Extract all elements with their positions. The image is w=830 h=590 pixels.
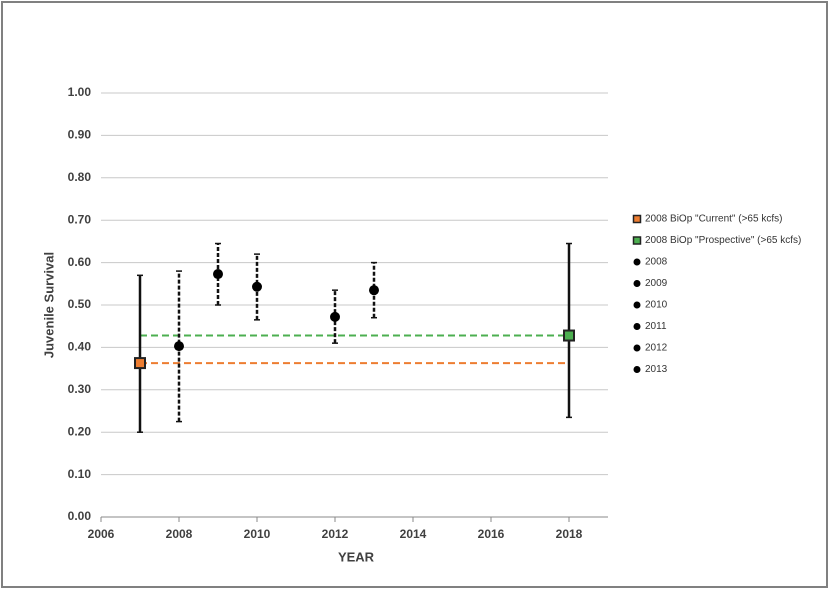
marker bbox=[369, 285, 379, 296]
y-axis-title: Juvenile Survival bbox=[41, 252, 56, 358]
y-tick-label: 0.20 bbox=[68, 424, 92, 438]
y-tick-label: 0.30 bbox=[68, 382, 92, 396]
legend-label: 2009 bbox=[645, 278, 668, 289]
y-tick-label: 0.60 bbox=[68, 255, 92, 269]
y-tick-label: 1.00 bbox=[68, 85, 92, 99]
y-tick-label: 0.80 bbox=[68, 170, 92, 184]
legend-label: 2008 BiOp "Current" (>65 kcfs) bbox=[645, 214, 782, 225]
x-tick-label: 2018 bbox=[556, 527, 583, 541]
legend-swatch bbox=[633, 280, 641, 287]
x-tick-label: 2010 bbox=[244, 527, 271, 541]
x-tick-label: 2012 bbox=[322, 527, 349, 541]
legend-swatch bbox=[633, 323, 641, 330]
legend-swatch bbox=[633, 301, 641, 309]
legend-label: 2011 bbox=[645, 321, 667, 332]
legend-swatch bbox=[632, 236, 642, 245]
legend-label: 2008 bbox=[645, 257, 668, 268]
marker bbox=[134, 357, 146, 370]
marker bbox=[252, 281, 262, 292]
x-tick-label: 2008 bbox=[166, 527, 193, 541]
legend-swatch bbox=[632, 214, 642, 224]
x-tick-label: 2006 bbox=[88, 527, 115, 541]
legend-label: 2010 bbox=[645, 300, 668, 311]
marker bbox=[330, 311, 340, 322]
x-tick-label: 2016 bbox=[478, 527, 505, 541]
marker bbox=[563, 329, 575, 342]
y-tick-label: 0.50 bbox=[68, 297, 92, 311]
marker bbox=[174, 341, 184, 352]
legend-label: 2013 bbox=[645, 364, 668, 375]
y-tick-label: 0.10 bbox=[68, 467, 92, 481]
legend-swatch bbox=[633, 366, 641, 373]
y-tick-label: 0.40 bbox=[68, 340, 92, 354]
y-tick-label: 0.90 bbox=[68, 128, 92, 142]
legend-label: 2008 BiOp "Prospective" (>65 kcfs) bbox=[645, 235, 801, 246]
x-axis-title: YEAR bbox=[338, 549, 375, 564]
y-tick-label: 0.70 bbox=[68, 212, 92, 226]
x-tick-label: 2014 bbox=[400, 527, 427, 541]
legend-swatch bbox=[633, 258, 641, 266]
y-tick-label: 0.00 bbox=[68, 509, 92, 523]
legend-label: 2012 bbox=[645, 343, 668, 354]
legend-swatch bbox=[633, 344, 641, 352]
marker bbox=[213, 269, 223, 280]
